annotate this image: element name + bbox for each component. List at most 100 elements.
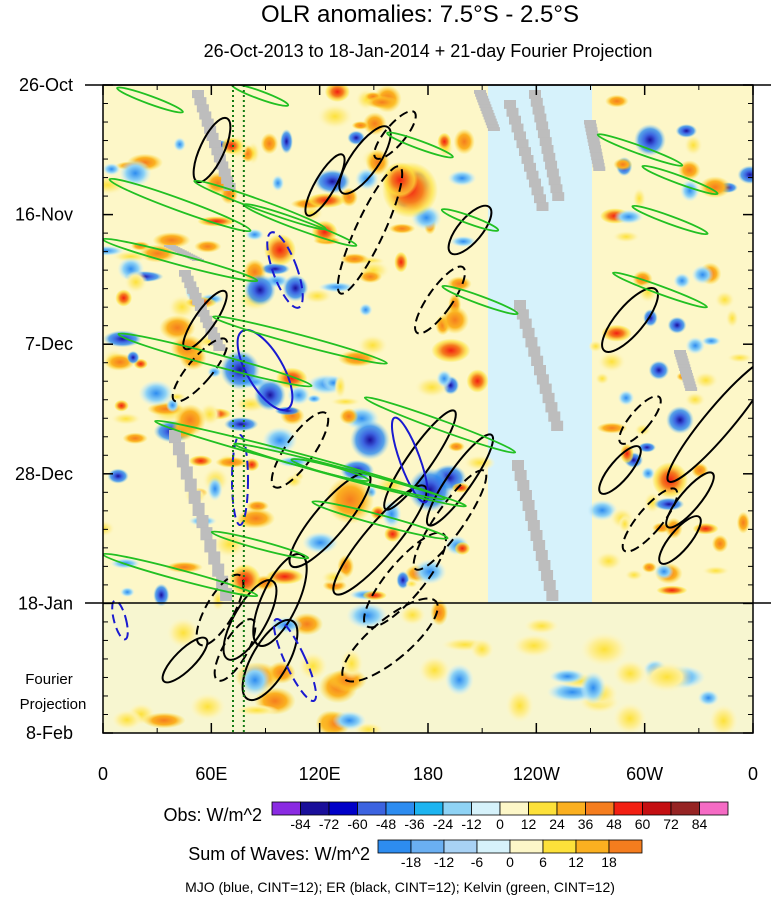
anomaly-blob <box>653 497 685 511</box>
x-tick-label: 0 <box>98 764 108 784</box>
anomaly-blob <box>114 399 129 412</box>
missing-cell <box>184 281 197 289</box>
missing-cell <box>213 154 226 163</box>
anomaly-blob <box>284 474 303 489</box>
anomaly-blob <box>236 508 276 529</box>
missing-cell <box>506 107 519 117</box>
mjo-contour <box>231 434 249 526</box>
anomaly-blob <box>594 551 623 571</box>
missing-cell <box>188 490 201 504</box>
anomaly-blob <box>685 336 706 355</box>
anomaly-blob <box>103 520 116 537</box>
x-tick-label: 180 <box>413 764 443 784</box>
kelvin-contour <box>108 177 252 233</box>
anomaly-blob <box>586 499 618 521</box>
anomaly-blob <box>347 130 366 145</box>
anomaly-blob <box>524 617 560 635</box>
anomaly-blob <box>235 704 279 716</box>
y-tick-label: 7-Dec <box>25 334 73 354</box>
anomaly-blob <box>594 372 610 385</box>
anomaly-blob <box>126 350 140 365</box>
anomaly-blob <box>613 209 644 225</box>
anomaly-feature <box>408 468 452 512</box>
missing-cell <box>485 121 498 126</box>
anomaly-blob <box>612 702 647 733</box>
missing-cell <box>539 383 552 394</box>
colorbar-swatch <box>670 801 700 816</box>
missing-cell <box>585 127 598 132</box>
missing-cell <box>529 90 541 99</box>
anomaly-blob <box>111 709 143 730</box>
missing-cell <box>677 361 690 366</box>
missing-cell <box>530 97 543 107</box>
anomaly-blob <box>166 617 200 649</box>
missing-cell <box>545 402 558 413</box>
anomaly-blob <box>613 158 633 171</box>
anomaly-blob <box>447 441 465 452</box>
anomaly-blob <box>215 456 249 468</box>
missing-cell <box>212 563 225 577</box>
missing-cell <box>197 310 210 317</box>
missing-cell <box>545 160 558 170</box>
anomaly-blob <box>142 712 186 729</box>
anomaly-blob <box>124 271 148 294</box>
anomaly-blob <box>641 562 657 573</box>
er-contour <box>161 636 209 684</box>
anomaly-blob <box>358 270 383 284</box>
kelvin-contour <box>631 204 709 236</box>
missing-cell <box>674 352 687 357</box>
colorbar-swatch <box>575 839 610 854</box>
anomaly-blob <box>613 659 648 688</box>
anomaly-blob <box>431 338 471 363</box>
er-contour <box>182 289 228 351</box>
missing-cell <box>534 113 547 123</box>
colorbar-swatch <box>585 801 615 816</box>
anomaly-blob <box>693 371 719 390</box>
colorbar-tick-label: -24 <box>433 816 453 832</box>
missing-cell <box>680 372 693 377</box>
anomaly-blob <box>275 367 308 389</box>
anomaly-feature <box>652 462 688 498</box>
colorbar-tick-label: 24 <box>549 816 565 832</box>
missing-cell <box>543 580 556 591</box>
missing-cell <box>509 115 521 125</box>
missing-cell <box>538 560 551 571</box>
colorbar-tick-label: -18 <box>401 854 421 870</box>
missing-cell <box>541 145 554 154</box>
anomaly-blob <box>332 710 367 731</box>
colorbar-tick-label: -6 <box>471 854 484 870</box>
er-contour <box>601 287 659 353</box>
missing-cell <box>213 344 226 351</box>
kelvin-contour <box>230 85 290 107</box>
missing-cell <box>475 92 488 97</box>
kelvin-contour <box>441 284 519 316</box>
missing-cell <box>479 104 492 109</box>
anomaly-blob <box>701 565 731 576</box>
colorbar-tick-label: -72 <box>319 816 339 832</box>
axes: 26-Oct 16-Nov 7-Dec 28-Dec 18-Jan 8-Feb 0 60E 12… <box>15 75 758 784</box>
colorbar-swatch <box>328 801 358 816</box>
anomaly-blob <box>207 476 223 502</box>
anomaly-blob <box>691 462 709 478</box>
missing-cell <box>481 110 494 114</box>
anomaly-blob <box>549 668 586 684</box>
missing-cell <box>591 155 604 161</box>
colorbar-swatch <box>542 839 577 854</box>
colorbar-swatch <box>377 839 412 854</box>
missing-cell <box>584 123 597 129</box>
anomaly-blob <box>301 288 333 304</box>
anomaly-blob <box>194 240 222 253</box>
anomaly-blob <box>612 230 641 243</box>
missing-cell <box>678 364 691 369</box>
anomaly-feature <box>382 162 418 198</box>
anomaly-blob <box>115 289 133 307</box>
anomaly-blob <box>463 454 496 471</box>
anomaly-blob <box>675 123 698 138</box>
kelvin-contour <box>311 500 449 540</box>
colorbar-swatch <box>613 801 643 816</box>
colorbar-tick-label: 36 <box>578 816 594 832</box>
kelvin-contour <box>103 237 259 283</box>
missing-cell <box>589 148 602 154</box>
er-contour <box>192 116 232 184</box>
